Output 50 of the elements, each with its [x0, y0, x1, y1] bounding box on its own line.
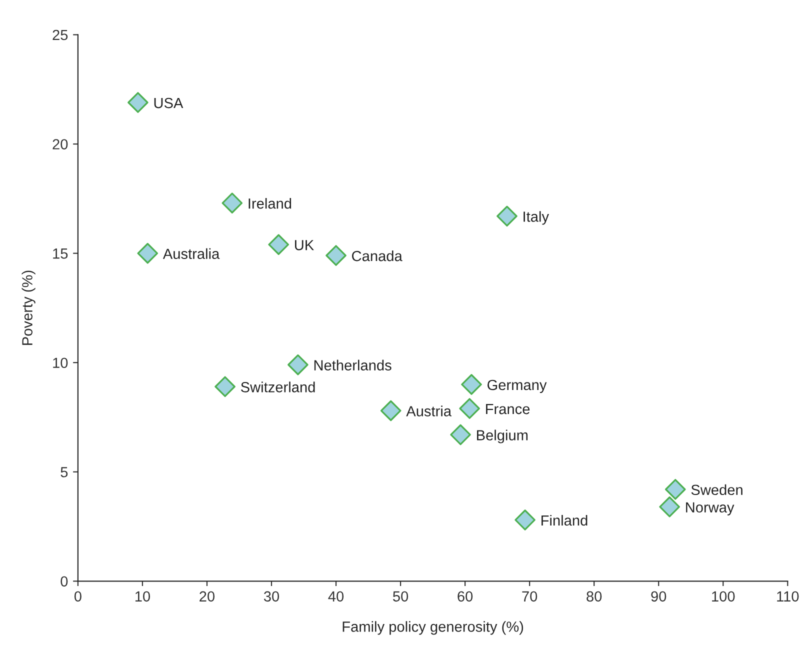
point	[664, 478, 686, 500]
annotation: Italy	[524, 211, 549, 225]
annotation: France	[486, 404, 530, 414]
annotation: Netherlands	[314, 360, 392, 370]
point	[380, 400, 402, 422]
point	[128, 92, 148, 113]
point	[214, 376, 236, 398]
point	[496, 206, 518, 227]
x-tick-label: 30	[264, 591, 280, 602]
annotation: Austria	[406, 406, 452, 416]
annotation: Norway	[686, 502, 734, 516]
annotation: Switzerland	[240, 382, 315, 392]
x-tick-label: 100	[712, 591, 735, 602]
point	[659, 496, 680, 518]
y-tick-label: 20	[52, 139, 68, 150]
point	[222, 192, 243, 214]
y-tick-label: 25	[52, 30, 68, 40]
y-tick-label: 10	[53, 358, 68, 368]
x-tick-label: 10	[135, 591, 150, 602]
x-tick-label: 40	[328, 591, 344, 602]
annotation: Finland	[542, 514, 588, 526]
y-tick-label: 5	[60, 467, 68, 478]
point	[514, 510, 536, 530]
x-tick-label: 0	[74, 591, 82, 602]
point	[137, 242, 158, 264]
annotation: Sweden	[691, 484, 742, 496]
x-tick-label: 20	[200, 591, 215, 602]
annotation: Ireland	[248, 198, 292, 209]
annotation: USA	[154, 98, 184, 108]
point	[450, 424, 471, 446]
point	[461, 374, 482, 395]
annotation: Germany	[488, 380, 547, 394]
y-tick-label: 15	[53, 248, 68, 259]
point	[268, 234, 290, 255]
point	[326, 245, 346, 266]
annotation: Belgium	[477, 430, 528, 444]
x-tick-label: 60	[458, 591, 473, 602]
x-axis-title: Family policy generosity (%)	[342, 621, 524, 635]
annotation: Canada	[352, 250, 402, 262]
x-tick-label: 50	[393, 591, 408, 602]
y-tick-label: 0	[60, 576, 68, 587]
x-tick-label: 90	[651, 591, 666, 602]
x-tick-label: 110	[777, 591, 799, 602]
y-axis-title: Poverty (%)	[22, 270, 36, 345]
point	[288, 354, 308, 376]
point	[459, 398, 480, 419]
annotation: Australia	[162, 248, 220, 260]
x-tick-label: 70	[522, 591, 538, 602]
x-tick-label: 80	[586, 591, 602, 602]
annotation: UK	[295, 240, 314, 250]
